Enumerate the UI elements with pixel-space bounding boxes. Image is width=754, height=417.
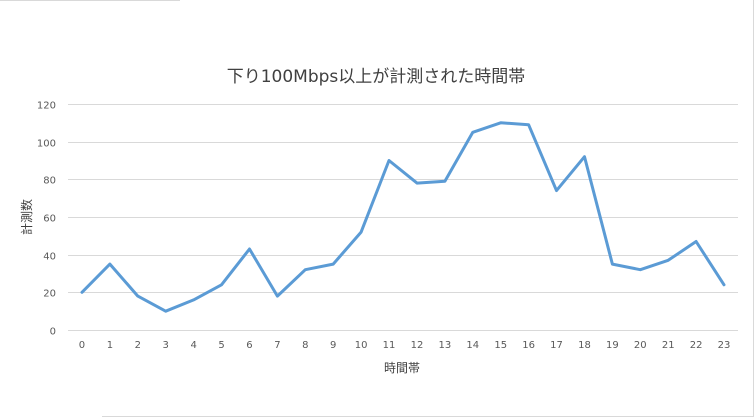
x-tick-label: 2 (135, 340, 141, 351)
x-tick-label: 0 (79, 340, 85, 351)
x-axis-title: 時間帯 (384, 361, 420, 375)
y-tick-label: 60 (43, 214, 56, 225)
gridlines (68, 104, 738, 331)
y-tick-labels: 0 20 40 60 80 100 120 (37, 101, 56, 338)
x-tick-labels: 0 1 2 3 4 5 6 7 8 9 10 11 12 13 14 15 16 17 18 19 20 21 22 23 (79, 340, 731, 351)
data-point (443, 180, 447, 183)
x-tick-label: 20 (634, 340, 647, 351)
x-tick-label: 15 (494, 340, 507, 351)
data-point (359, 230, 363, 234)
x-tick-label: 8 (302, 340, 308, 351)
x-tick-label: 11 (383, 340, 396, 351)
x-tick-label: 4 (190, 340, 196, 351)
x-tick-label: 14 (466, 340, 479, 351)
x-tick-label: 1 (107, 340, 113, 351)
y-tick-label: 20 (43, 289, 56, 300)
x-tick-label: 12 (411, 340, 424, 351)
data-point (639, 268, 642, 271)
data-point (220, 283, 223, 286)
data-point (136, 294, 139, 298)
data-point (499, 121, 502, 125)
data-point (722, 283, 726, 286)
x-tick-label: 16 (522, 340, 535, 351)
data-point (108, 262, 112, 266)
x-tick-label: 22 (690, 340, 703, 351)
data-point (164, 310, 167, 313)
x-tick-label: 9 (330, 340, 336, 351)
x-tick-label: 10 (355, 340, 368, 351)
data-point (471, 131, 474, 134)
x-tick-label: 21 (662, 340, 675, 351)
x-tick-label: 19 (606, 340, 619, 351)
series-line (80, 121, 726, 313)
data-point (192, 298, 195, 302)
y-tick-label: 80 (43, 176, 56, 187)
x-tick-label: 13 (439, 340, 452, 351)
data-point (415, 181, 419, 185)
data-point (694, 240, 698, 243)
y-tick-label: 120 (37, 101, 56, 112)
data-point (527, 123, 530, 126)
data-point (304, 268, 307, 271)
data-point (611, 262, 614, 266)
data-point (248, 247, 251, 251)
data-point (387, 159, 391, 162)
data-point (276, 294, 279, 298)
x-tick-label: 17 (550, 340, 563, 351)
x-tick-label: 3 (163, 340, 169, 351)
data-point (583, 155, 586, 158)
y-tick-label: 0 (50, 327, 56, 338)
y-tick-label: 100 (37, 139, 56, 150)
x-tick-label: 5 (218, 340, 224, 351)
x-tick-label: 23 (718, 340, 731, 351)
data-point (80, 291, 84, 294)
y-tick-label: 40 (43, 252, 56, 263)
series-lines (80, 121, 726, 313)
data-point (667, 259, 670, 262)
y-axis-title: 計測数 (19, 199, 34, 235)
chart-title: 下り100Mbps以上が計測された時間帯 (227, 67, 526, 87)
data-point (555, 189, 558, 192)
data-point (332, 262, 335, 266)
x-tick-label: 6 (246, 340, 252, 351)
x-tick-label: 7 (274, 340, 280, 351)
x-tick-label: 18 (578, 340, 591, 351)
